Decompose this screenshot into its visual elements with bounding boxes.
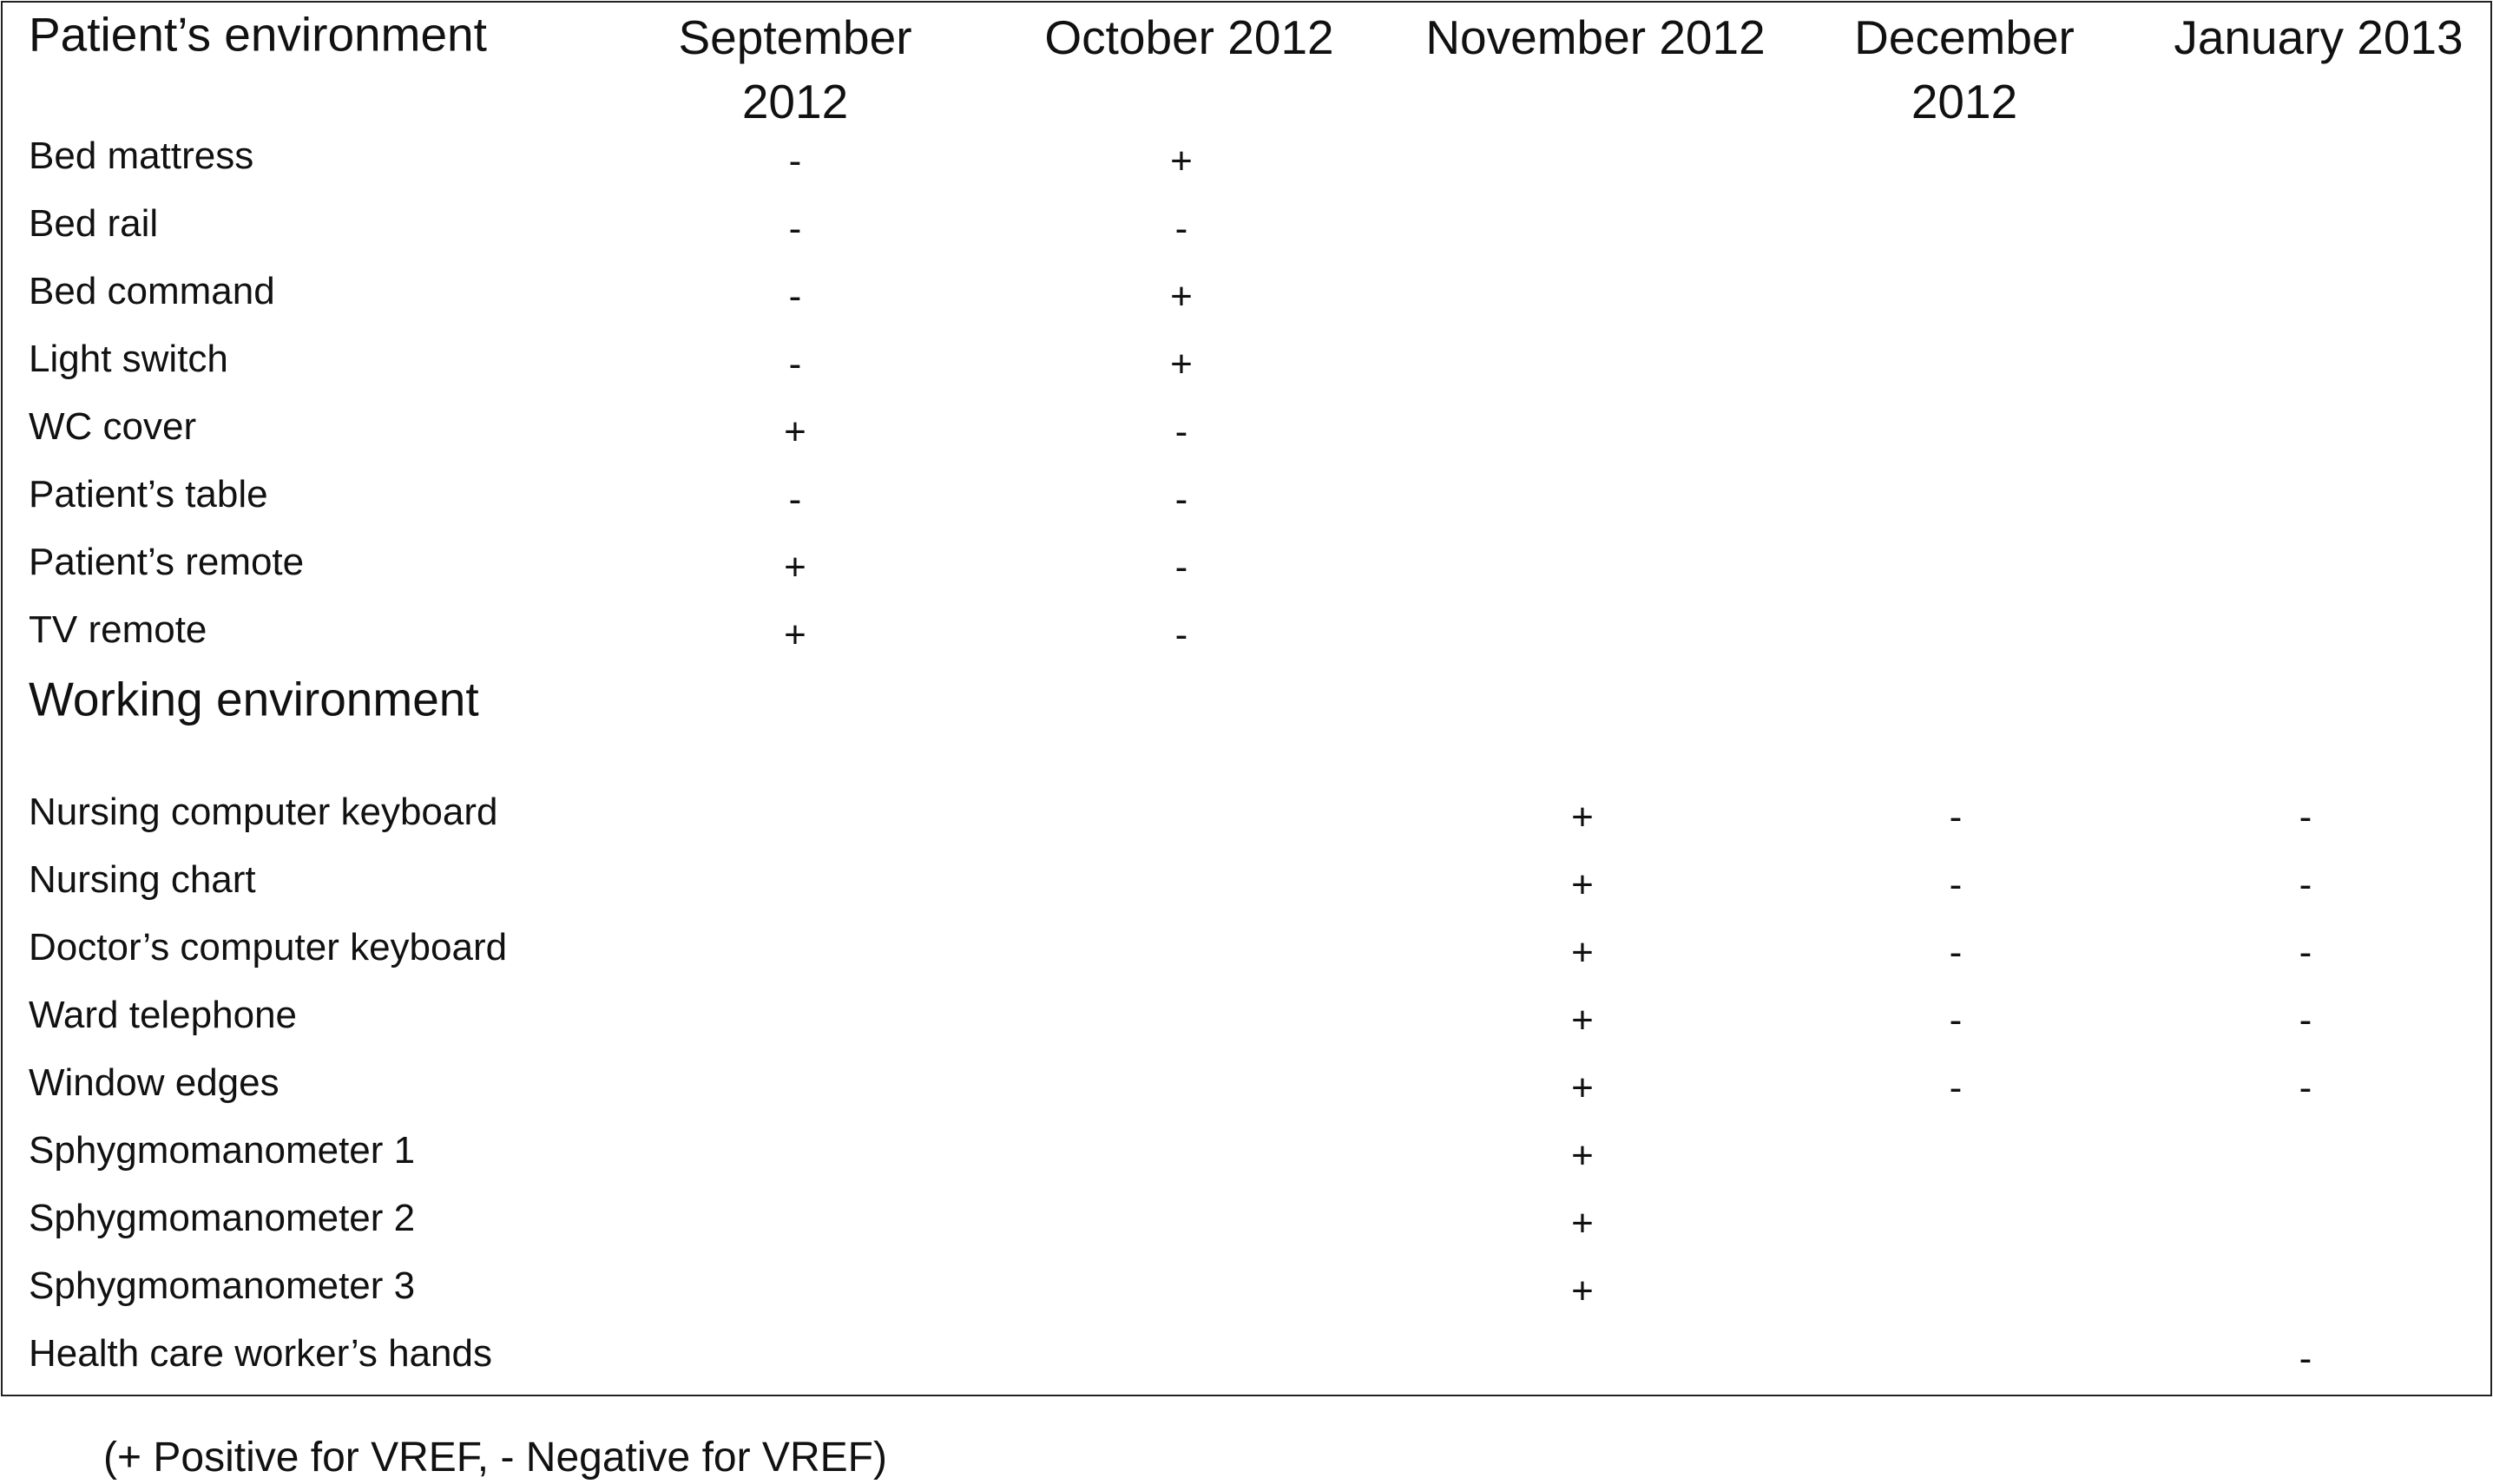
row-label: WC cover [29,405,197,448]
result-cell: - [788,207,802,250]
row-label: Doctor’s computer keyboard [29,926,508,969]
row-label: Sphygmomanometer 2 [29,1197,416,1239]
table-border [1,1,2492,1396]
result-cell: - [1174,207,1188,250]
result-cell: + [1571,999,1594,1041]
result-cell: - [2299,796,2312,838]
result-cell: + [784,614,806,656]
result-cell: - [2299,1337,2312,1380]
result-cell: - [1949,1067,1963,1109]
result-cell: - [1174,546,1188,588]
section-title: Working environment [29,672,479,726]
column-header: September 2012 [678,10,912,128]
row-label: TV remote [29,608,207,651]
result-cell: - [2299,1067,2312,1109]
result-cell: + [1571,931,1594,974]
result-cell: + [784,546,806,588]
result-cell: + [1571,1270,1594,1312]
result-cell: - [1949,999,1963,1041]
result-cell: + [1571,1134,1594,1177]
row-label: Bed rail [29,202,159,245]
row-label: Bed mattress [29,135,254,177]
result-cell: + [1571,863,1594,906]
result-cell: - [2299,863,2312,906]
result-cell: + [1571,796,1594,838]
result-cell: - [1949,931,1963,974]
result-cell: - [2299,931,2312,974]
result-cell: - [1949,863,1963,906]
column-header: November 2012 [1425,10,1766,64]
row-label: Sphygmomanometer 3 [29,1264,416,1307]
column-header: October 2012 [1044,10,1334,64]
footnote: (+ Positive for VREF, - Negative for VRE… [103,1435,887,1481]
row-label: Light switch [29,338,228,380]
result-cell: - [1174,410,1188,453]
row-label: Sphygmomanometer 1 [29,1129,416,1172]
column-header: January 2013 [2174,10,2463,64]
result-cell: + [784,410,806,453]
result-cell: + [1170,343,1193,385]
row-label: Patient’s table [29,473,268,515]
row-label: Patient’s remote [29,541,305,583]
result-cell: + [1170,275,1193,318]
result-cell: - [1174,614,1188,656]
row-label: Nursing computer keyboard [29,791,498,833]
row-label: Ward telephone [29,994,298,1036]
column-header: December 2012 [1854,10,2075,128]
result-cell: - [788,275,802,318]
result-cell: + [1170,140,1193,182]
column-header: Patient’s environment [29,7,487,62]
result-cell: - [788,343,802,385]
row-label: Nursing chart [29,858,256,901]
result-cell: - [1949,796,1963,838]
result-cell: - [788,478,802,521]
row-label: Window edges [29,1061,280,1104]
result-cell: - [2299,999,2312,1041]
result-cell: + [1571,1067,1594,1109]
row-label: Bed command [29,270,275,312]
result-cell: - [788,140,802,182]
result-cell: - [1174,478,1188,521]
result-cell: + [1571,1202,1594,1244]
row-label: Health care worker’s hands [29,1332,492,1375]
